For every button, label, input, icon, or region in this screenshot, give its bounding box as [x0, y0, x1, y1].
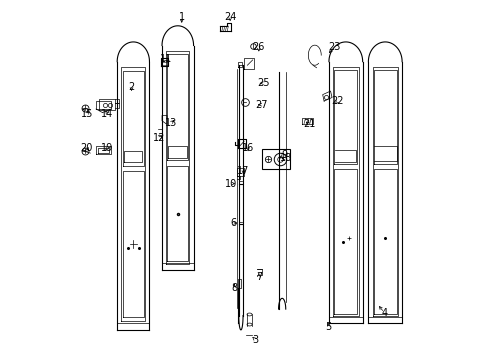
Bar [262, 149, 289, 168]
Text: 11: 11 [159, 54, 171, 64]
Text: 2: 2 [128, 82, 134, 92]
Text: 1: 1 [178, 12, 184, 22]
Text: 15: 15 [81, 109, 93, 119]
Text: 27: 27 [255, 100, 267, 110]
Text: 17: 17 [237, 166, 249, 176]
Text: 9: 9 [280, 150, 286, 160]
Text: 10: 10 [224, 179, 237, 189]
Text: 19: 19 [101, 143, 113, 153]
Text: 4: 4 [381, 308, 386, 318]
Text: 21: 21 [302, 120, 315, 129]
Text: 18: 18 [279, 153, 291, 163]
Text: 23: 23 [327, 42, 340, 52]
Text: 25: 25 [256, 78, 269, 88]
Text: 13: 13 [165, 118, 177, 128]
Text: 12: 12 [153, 134, 165, 143]
Text: 20: 20 [81, 143, 93, 153]
Text: 6: 6 [230, 218, 236, 228]
Text: 8: 8 [231, 283, 237, 293]
Text: 26: 26 [252, 42, 264, 52]
Text: 16: 16 [242, 143, 254, 153]
Text: 7: 7 [255, 272, 262, 282]
Text: 14: 14 [101, 109, 113, 119]
Text: 3: 3 [252, 334, 258, 345]
Text: 24: 24 [224, 12, 236, 22]
Text: 5: 5 [325, 322, 331, 332]
Text: 22: 22 [331, 96, 343, 106]
